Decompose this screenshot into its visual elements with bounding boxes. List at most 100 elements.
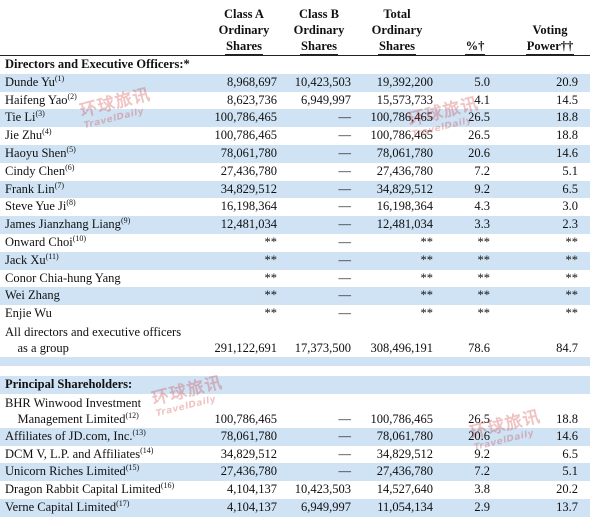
cell-voting: 5.1 bbox=[562, 163, 578, 178]
cell-class-a: 78,061,780 bbox=[220, 145, 277, 160]
cell-total: 100,786,465 bbox=[370, 110, 434, 125]
row-name: Frank Lin(7) bbox=[5, 181, 64, 199]
row-name: Enjie Wu bbox=[5, 305, 52, 323]
cell-total: ** bbox=[420, 252, 434, 267]
row-name-text: Dunde Yu bbox=[5, 74, 55, 89]
cell-voting: 5.1 bbox=[562, 464, 578, 479]
header-total-line2: Ordinary bbox=[371, 23, 423, 37]
table-row: Verne Capital Limited(17) 4,104,137 6,949,… bbox=[0, 498, 590, 517]
footnote-ref: (5) bbox=[66, 144, 76, 154]
cell-pct: 26.5 bbox=[468, 110, 490, 125]
header-class-a: Class A Ordinary Shares bbox=[212, 6, 276, 55]
cell-class-b: 6,949,997 bbox=[301, 499, 351, 514]
cell-class-b: 6,949,997 bbox=[301, 92, 351, 107]
cell-pct: 9.2 bbox=[474, 181, 490, 196]
cell-class-b: — bbox=[338, 270, 352, 285]
row-name-text: Haoyu Shen bbox=[5, 145, 67, 160]
cell-class-b: — bbox=[338, 199, 352, 214]
cell-class-a: ** bbox=[264, 234, 278, 249]
footnote-ref: (14) bbox=[140, 445, 154, 455]
table-row: Dunde Yu(1) 8,968,697 10,423,503 19,392,200… bbox=[0, 73, 590, 92]
cell-class-b: — bbox=[338, 464, 352, 479]
cell-voting: ** bbox=[565, 234, 579, 249]
cell-pct: 9.2 bbox=[474, 446, 490, 461]
footnote-ref: (12) bbox=[125, 410, 139, 420]
footnote-ref: (6) bbox=[65, 162, 75, 172]
table-row: Dragon Rabbit Capital Limited(16) 4,104,1… bbox=[0, 481, 590, 499]
footnote-ref: (10) bbox=[72, 233, 87, 243]
cell-class-b: — bbox=[338, 163, 352, 178]
cell-total: 15,573,733 bbox=[376, 92, 433, 107]
row-name: Haifeng Yao(2) bbox=[5, 92, 77, 110]
group-total-pct: 78.6 bbox=[468, 340, 490, 355]
row-name-text: Steve Yue Ji bbox=[5, 199, 67, 214]
cell-voting: 6.5 bbox=[562, 446, 578, 461]
row-name: Dunde Yu(1) bbox=[5, 74, 64, 92]
cell-total: 78,061,780 bbox=[376, 145, 433, 160]
row-name-text: Unicorn Riches Limited bbox=[5, 464, 126, 479]
header-class-b-line2: Ordinary bbox=[293, 23, 345, 37]
cell-total: 34,829,512 bbox=[376, 446, 433, 461]
cell-voting: 2.3 bbox=[562, 217, 578, 232]
cell-pct: ** bbox=[477, 306, 491, 321]
cell-total: 78,061,780 bbox=[376, 428, 433, 443]
cell-total: 12,481,034 bbox=[376, 217, 433, 232]
cell-class-b: — bbox=[338, 446, 352, 461]
cell-class-a: 100,786,465 bbox=[214, 411, 278, 426]
cell-class-a: 78,061,780 bbox=[220, 428, 277, 443]
header-class-a-line1: Class A bbox=[224, 7, 264, 21]
row-name-text: Wei Zhang bbox=[5, 288, 60, 303]
header-class-b-line3: Shares bbox=[300, 39, 338, 55]
cell-class-a: 8,968,697 bbox=[227, 74, 277, 89]
header-pct: %† bbox=[455, 38, 495, 55]
cell-voting: 13.7 bbox=[556, 499, 578, 514]
footnote-ref: (1) bbox=[54, 73, 65, 83]
table-header: Class A Ordinary Shares Class B Ordinary… bbox=[0, 0, 590, 56]
spacer-row bbox=[0, 356, 590, 366]
cell-class-a: 4,104,137 bbox=[227, 499, 277, 514]
cell-class-b: — bbox=[338, 145, 352, 160]
row-name: Jack Xu(11) bbox=[5, 252, 59, 270]
principal-rows: BHR Winwood Investment Management Limite… bbox=[0, 394, 590, 517]
group-total-total: 308,496,191 bbox=[370, 340, 434, 355]
cell-total: 27,436,780 bbox=[376, 464, 433, 479]
row-name-text: Management Limited bbox=[17, 411, 126, 426]
row-name-text: Affiliates of JD.com, Inc. bbox=[5, 428, 133, 443]
table-row: Unicorn Riches Limited(15) 27,436,780 — 27,… bbox=[0, 463, 590, 482]
cell-class-b: — bbox=[338, 234, 352, 249]
header-pct-label: %† bbox=[464, 39, 486, 55]
cell-class-b: — bbox=[338, 181, 352, 196]
cell-class-b: — bbox=[338, 110, 352, 125]
row-name: Unicorn Riches Limited(15) bbox=[5, 463, 139, 481]
cell-total: ** bbox=[420, 288, 434, 303]
row-name-text: Frank Lin bbox=[5, 181, 55, 196]
cell-class-a: ** bbox=[264, 252, 278, 267]
row-name: James Jianzhang Liang(9) bbox=[5, 216, 130, 234]
cell-class-a: ** bbox=[264, 270, 278, 285]
cell-total: ** bbox=[420, 234, 434, 249]
cell-voting: 18.8 bbox=[556, 411, 578, 426]
row-name-text: Jack Xu bbox=[5, 252, 46, 267]
footnote-ref: (16) bbox=[160, 481, 175, 491]
cell-total: 100,786,465 bbox=[370, 128, 434, 143]
cell-class-b: — bbox=[338, 288, 352, 303]
cell-voting: 18.8 bbox=[556, 110, 578, 125]
cell-class-b: 10,423,503 bbox=[294, 74, 351, 89]
footnote-ref: (7) bbox=[54, 180, 64, 190]
header-voting-line2: Power†† bbox=[525, 39, 575, 55]
table-row: Jie Zhu(4) 100,786,465 — 100,786,465 26.5 18.… bbox=[0, 127, 590, 145]
section-principal: Principal Shareholders: bbox=[0, 375, 590, 394]
row-name-text: Jie Zhu bbox=[5, 128, 43, 143]
row-name: Tie Li(3) bbox=[5, 109, 45, 127]
cell-voting: 14.5 bbox=[556, 92, 578, 107]
cell-voting: 3.0 bbox=[562, 199, 578, 214]
table-row: BHR Winwood Investment Management Limite… bbox=[0, 394, 590, 428]
table-row: Haoyu Shen(5) 78,061,780 — 78,061,780 20.6 14… bbox=[0, 144, 590, 163]
row-name-text: Dragon Rabbit Capital Limited bbox=[5, 482, 161, 497]
row-name-text: Enjie Wu bbox=[5, 306, 52, 321]
cell-class-a: 27,436,780 bbox=[220, 163, 277, 178]
table-row: James Jianzhang Liang(9) 12,481,034 — 12,48… bbox=[0, 216, 590, 234]
row-name-text: Onward Choi bbox=[5, 234, 73, 249]
cell-pct: 7.2 bbox=[474, 163, 490, 178]
group-total-row: All directors and executive officers as … bbox=[0, 323, 590, 357]
